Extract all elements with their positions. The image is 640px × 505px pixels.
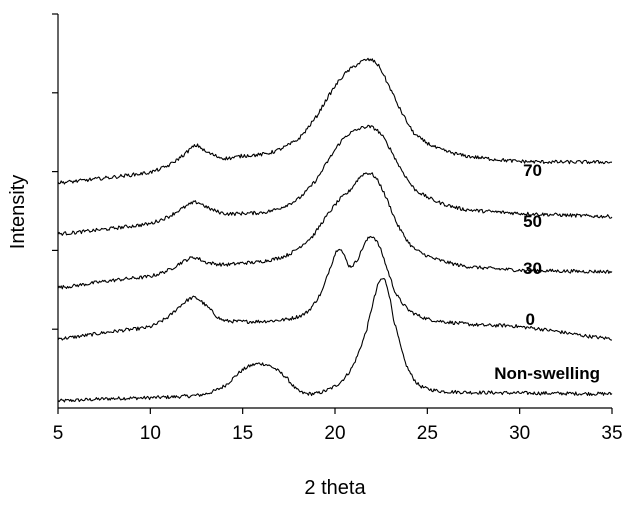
series-line-0 [57,235,613,341]
x-tick-label: 35 [601,423,622,444]
series-line-non-swelling [57,277,613,403]
series-label-50: 50 [523,212,542,231]
x-tick-label: 5 [53,423,64,444]
series-labels: 70 50 30 0 Non-swelling [494,161,600,383]
y-ticks [52,13,58,330]
x-tick-label: 20 [324,423,345,444]
series-group [57,57,613,403]
series-line-70 [57,57,613,185]
series-label-30: 30 [523,259,542,278]
series-label-70: 70 [523,161,542,180]
x-tick-label: 30 [509,423,530,444]
series-label-non-swelling: Non-swelling [494,364,600,383]
series-label-0: 0 [526,310,535,329]
axes [57,14,612,409]
x-ticks: 5 10 15 20 25 30 35 [53,408,623,444]
x-tick-label: 15 [232,423,253,444]
x-axis-title: 2 theta [304,477,366,499]
x-tick-label: 10 [140,423,161,444]
y-axis-title: Intensity [7,175,29,249]
series-line-30 [57,172,613,290]
x-tick-label: 25 [417,423,438,444]
series-line-50 [57,124,613,236]
